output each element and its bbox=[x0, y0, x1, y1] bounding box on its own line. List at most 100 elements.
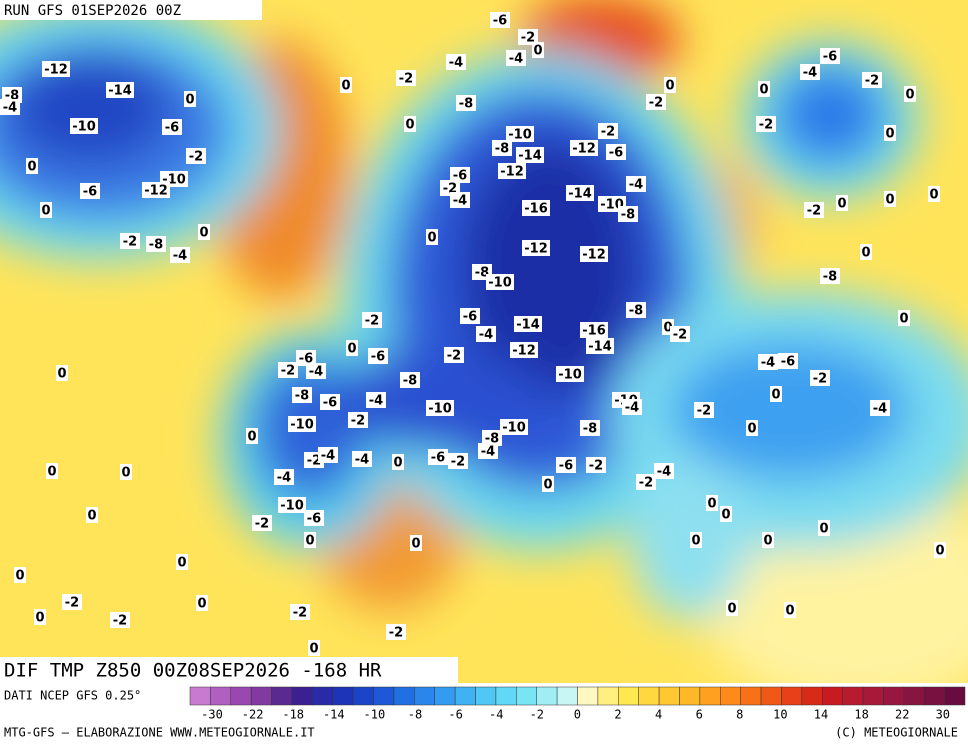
contour-label-box bbox=[928, 186, 940, 202]
contour-label-box bbox=[362, 312, 382, 328]
field-title: DIF TMP Z850 00Z08SEP2026 -168 HR bbox=[4, 660, 382, 682]
contour-label-box bbox=[290, 604, 310, 620]
contour-label-box bbox=[606, 144, 626, 160]
contour-label-box bbox=[340, 77, 352, 93]
contour-label-box bbox=[62, 594, 82, 610]
contour-label: -16 bbox=[582, 324, 606, 339]
contour-label: -2 bbox=[813, 372, 827, 387]
contour-label: -10 bbox=[428, 402, 452, 417]
contour-label: 0 bbox=[15, 569, 24, 584]
colorbar-swatch bbox=[862, 686, 884, 706]
contour-label-box bbox=[120, 464, 132, 480]
contour-label-box bbox=[522, 240, 550, 256]
contour-label-box bbox=[400, 372, 420, 388]
contour-label: 0 bbox=[247, 430, 256, 445]
contour-label: -6 bbox=[431, 451, 445, 466]
contour-label: -6 bbox=[559, 459, 573, 474]
contour-label: -4 bbox=[321, 449, 335, 464]
colorbar-label: 14 bbox=[814, 708, 828, 722]
contour-label: 0 bbox=[57, 367, 66, 382]
contour-label: 0 bbox=[47, 465, 56, 480]
contour-label-box bbox=[246, 428, 258, 444]
colorbar-swatch bbox=[475, 686, 497, 706]
contour-label-box bbox=[426, 229, 438, 245]
colorbar-label: 8 bbox=[736, 708, 743, 722]
contour-label-box bbox=[320, 394, 340, 410]
contour-label: -8 bbox=[295, 389, 309, 404]
colorbar-swatch bbox=[760, 686, 782, 706]
contour-label: 0 bbox=[771, 388, 780, 403]
contour-label-box bbox=[820, 48, 840, 64]
contour-label-box bbox=[514, 316, 542, 332]
colorbar-swatch bbox=[781, 686, 803, 706]
contour-label: 0 bbox=[177, 556, 186, 571]
contour-label: -4 bbox=[369, 394, 383, 409]
contour-label: -6 bbox=[453, 169, 467, 184]
contour-label: 0 bbox=[197, 597, 206, 612]
contour-label-box bbox=[0, 99, 20, 115]
colorbar-swatch bbox=[801, 686, 823, 706]
contour-label-box bbox=[904, 86, 916, 102]
contour-label-box bbox=[26, 158, 38, 174]
colorbar-label: -22 bbox=[242, 708, 264, 722]
colorbar-swatch bbox=[658, 686, 680, 706]
contour-label: -2 bbox=[399, 72, 413, 87]
contour-label: -2 bbox=[123, 235, 137, 250]
credit-left: MTG-GFS — ELABORAZIONE WWW.METEOGIORNALE… bbox=[4, 726, 315, 740]
contour-label-box bbox=[694, 402, 714, 418]
contour-label-box bbox=[80, 183, 100, 199]
contour-label: -4 bbox=[873, 402, 887, 417]
contour-label: -6 bbox=[609, 146, 623, 161]
contour-label: -12 bbox=[44, 63, 68, 78]
contour-label-box bbox=[870, 400, 890, 416]
contour-label: 0 bbox=[763, 534, 772, 549]
contour-label: -2 bbox=[365, 314, 379, 329]
contour-label: -2 bbox=[759, 118, 773, 133]
contour-label: -10 bbox=[502, 421, 526, 436]
contour-label: -6 bbox=[323, 396, 337, 411]
contour-label-box bbox=[186, 148, 206, 164]
contour-label-box bbox=[670, 326, 690, 342]
contour-label: -6 bbox=[83, 185, 97, 200]
contour-label-box bbox=[198, 224, 210, 240]
contour-label-box bbox=[46, 463, 58, 479]
contour-label: -4 bbox=[657, 465, 671, 480]
contour-label: -8 bbox=[149, 238, 163, 253]
contour-label-box bbox=[580, 246, 608, 262]
colorbar-swatch bbox=[312, 686, 334, 706]
contour-label-box bbox=[532, 42, 544, 58]
contour-label-box bbox=[42, 61, 70, 77]
contour-label: -2 bbox=[389, 626, 403, 641]
contour-label: 0 bbox=[707, 497, 716, 512]
contour-label-box bbox=[162, 119, 182, 135]
contour-label: -8 bbox=[629, 304, 643, 319]
colorbar-swatch bbox=[393, 686, 415, 706]
colorbar-swatch bbox=[250, 686, 272, 706]
contour-label: -4 bbox=[625, 401, 639, 416]
contour-label-box bbox=[368, 348, 388, 364]
contour-label: 0 bbox=[837, 197, 846, 212]
contour-label-box bbox=[278, 362, 298, 378]
contour-label-box bbox=[252, 515, 272, 531]
colorbar-swatch bbox=[821, 686, 843, 706]
contour-label: -8 bbox=[583, 422, 597, 437]
contour-label-box bbox=[176, 554, 188, 570]
contour-label: 0 bbox=[41, 204, 50, 219]
contour-label: 0 bbox=[885, 193, 894, 208]
contour-label: 0 bbox=[747, 422, 756, 437]
contour-label-box bbox=[396, 70, 416, 86]
contour-label-box bbox=[306, 363, 326, 379]
contour-label: -6 bbox=[493, 14, 507, 29]
contour-label-box bbox=[934, 542, 946, 558]
contour-label-box bbox=[146, 236, 166, 252]
contour-label-box bbox=[492, 140, 512, 156]
contour-label: -2 bbox=[447, 349, 461, 364]
contour-label-box bbox=[756, 116, 776, 132]
contour-label: 0 bbox=[185, 93, 194, 108]
contour-label-box bbox=[426, 400, 454, 416]
contour-label: -10 bbox=[508, 128, 532, 143]
contour-label: -2 bbox=[673, 328, 687, 343]
contour-label: 0 bbox=[885, 127, 894, 142]
contour-label: -14 bbox=[588, 340, 612, 355]
